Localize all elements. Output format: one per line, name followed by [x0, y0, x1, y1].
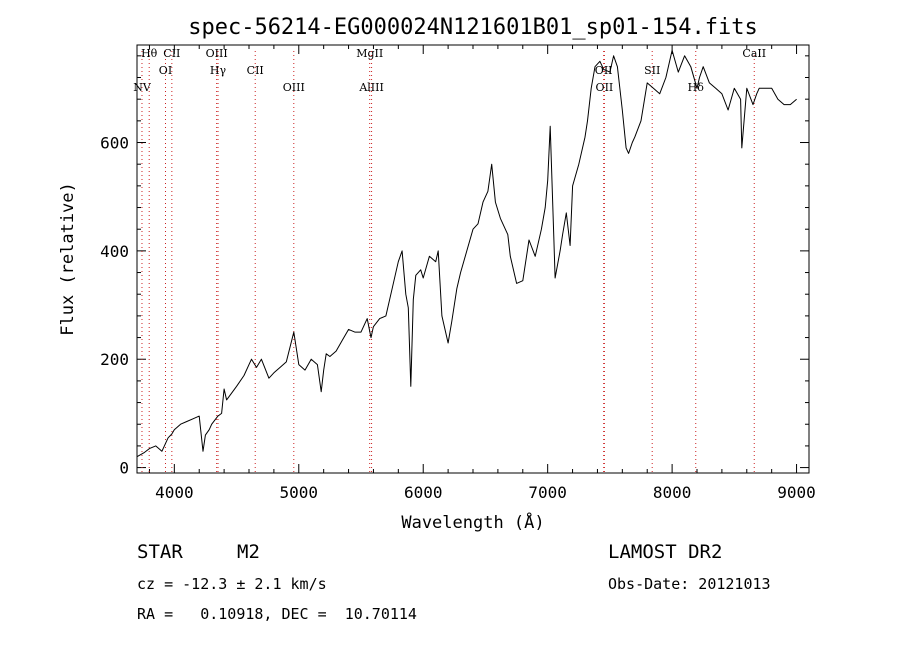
spectral-line-label: MgII [356, 47, 383, 60]
x-tick-label: 6000 [404, 483, 443, 502]
x-tick-label: 9000 [777, 483, 816, 502]
spectral-line-label: OIII [206, 47, 228, 60]
observation-date: Obs-Date: 20121013 [608, 575, 771, 593]
redshift-velocity: cz = -12.3 ± 2.1 km/s [137, 575, 327, 593]
spectral-line-label: CII [163, 47, 180, 60]
plot-frame [136, 44, 810, 474]
object-class: STAR [137, 541, 183, 563]
axis-ticks: 4000 5000 6000 7000 8000 9000 0 200 400 600 [100, 45, 816, 502]
object-subclass: M2 [237, 541, 260, 563]
y-tick-label: 600 [100, 134, 129, 153]
x-tick-label: 4000 [155, 483, 194, 502]
spectral-line-label: OII [595, 64, 613, 77]
chart-title: spec-56214-EG000024N121601B01_sp01-154.f… [188, 15, 758, 40]
y-axis-label: Flux (relative) [58, 182, 78, 336]
x-axis-label: Wavelength (Å) [401, 511, 544, 533]
spectral-line-label: CaII [742, 47, 766, 60]
y-tick-label: 200 [100, 350, 129, 369]
x-tick-label: 7000 [528, 483, 567, 502]
coordinates: RA = 0.10918, DEC = 10.70114 [137, 605, 417, 623]
spectral-line-label: OI [159, 64, 172, 77]
spectral-line-label: AlIII [358, 81, 384, 94]
spectral-line-label: NV [133, 81, 152, 94]
spectrum-series [136, 49, 797, 458]
spectral-line-label: CII [247, 64, 264, 77]
spectral-line-label: Hδ [688, 81, 705, 94]
x-tick-label: 8000 [653, 483, 692, 502]
y-tick-label: 0 [119, 459, 129, 478]
spectral-line-label: OIII [283, 81, 305, 94]
spectral-line-label: Hθ [141, 47, 158, 60]
spectrum-line [136, 49, 797, 458]
spectral-line-label: OII [596, 81, 614, 94]
y-tick-label: 400 [100, 242, 129, 261]
survey-name: LAMOST DR2 [608, 541, 723, 563]
spectral-line-label: Hγ [210, 64, 227, 77]
spectral-line-label: SII [644, 64, 660, 77]
x-tick-label: 5000 [280, 483, 319, 502]
